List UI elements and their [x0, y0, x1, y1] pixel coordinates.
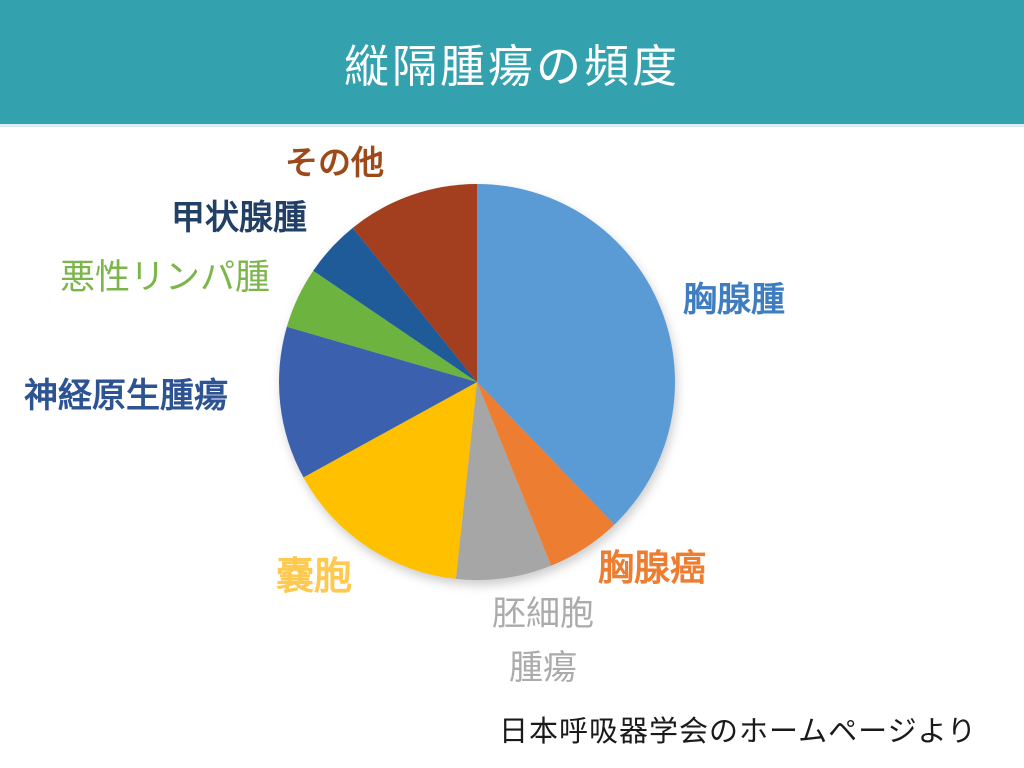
- slice-label-胚細胞腫瘍: 胚細胞 腫瘍: [492, 595, 594, 688]
- pie-slice-胸腺腫: [477, 184, 675, 525]
- slice-label-悪性リンパ腫: 悪性リンパ腫: [60, 258, 271, 297]
- pie-chart: 胸腺腫胸腺癌 胚細胞 腫瘍 嚢胞 神経原生腫瘍 悪性リンパ腫 甲状腺腫 その他: [0, 127, 1024, 768]
- slice-label-嚢胞: 嚢胞: [276, 556, 353, 598]
- pie-slice-嚢胞: [303, 382, 477, 579]
- pie-slice-胸腺癌: [477, 382, 615, 566]
- slice-label-その他: その他: [285, 144, 384, 181]
- pie-slice-胚細胞腫瘍: [455, 382, 552, 580]
- title-bar: 縦隔腫瘍の頻度: [0, 0, 1024, 127]
- slice-label-胸腺腫: 胸腺腫: [683, 281, 785, 319]
- slice-label-神経原生腫瘍: 神経原生腫瘍: [24, 377, 228, 415]
- slice-label-胸腺癌: 胸腺癌: [598, 547, 707, 588]
- source-caption: 日本呼吸器学会のホームページより: [499, 716, 977, 748]
- pie-chart-svg: [278, 184, 675, 580]
- pie-slice-その他: [352, 184, 477, 382]
- pie-slice-甲状腺腫: [313, 227, 477, 382]
- pie-slice-神経原生腫瘍: [278, 326, 477, 478]
- pie-slice-悪性リンパ腫: [286, 270, 477, 382]
- page-title: 縦隔腫瘍の頻度: [343, 40, 680, 92]
- slice-label-甲状腺腫: 甲状腺腫: [171, 199, 307, 237]
